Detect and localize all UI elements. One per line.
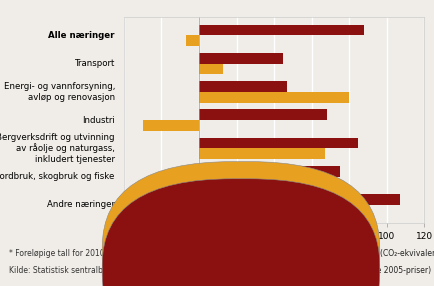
Bar	[195, 205, 198, 215]
Bar	[198, 138, 358, 148]
Text: Kilde: Statistisk sentralbyrå.: Kilde: Statistisk sentralbyrå.	[9, 265, 117, 275]
Text: * Foreløpige tall for 2010.: * Foreløpige tall for 2010.	[9, 249, 106, 258]
Bar	[198, 53, 283, 64]
Text: Endring i produksjonsverdi (faste 2005-priser): Endring i produksjonsverdi (faste 2005-p…	[253, 266, 430, 275]
Bar	[142, 120, 198, 131]
Bar	[174, 176, 198, 187]
Bar	[198, 25, 363, 35]
Bar	[198, 92, 348, 103]
Bar	[198, 81, 286, 92]
Bar	[198, 194, 399, 205]
Text: Endring i utslipp av klimagasser (CO₂-ekvivalenter): Endring i utslipp av klimagasser (CO₂-ek…	[253, 249, 434, 258]
Bar	[198, 148, 324, 159]
Bar	[198, 110, 326, 120]
X-axis label: Prosent: Prosent	[255, 244, 292, 254]
Bar	[198, 64, 223, 74]
Bar	[185, 35, 198, 46]
Bar	[198, 166, 339, 176]
